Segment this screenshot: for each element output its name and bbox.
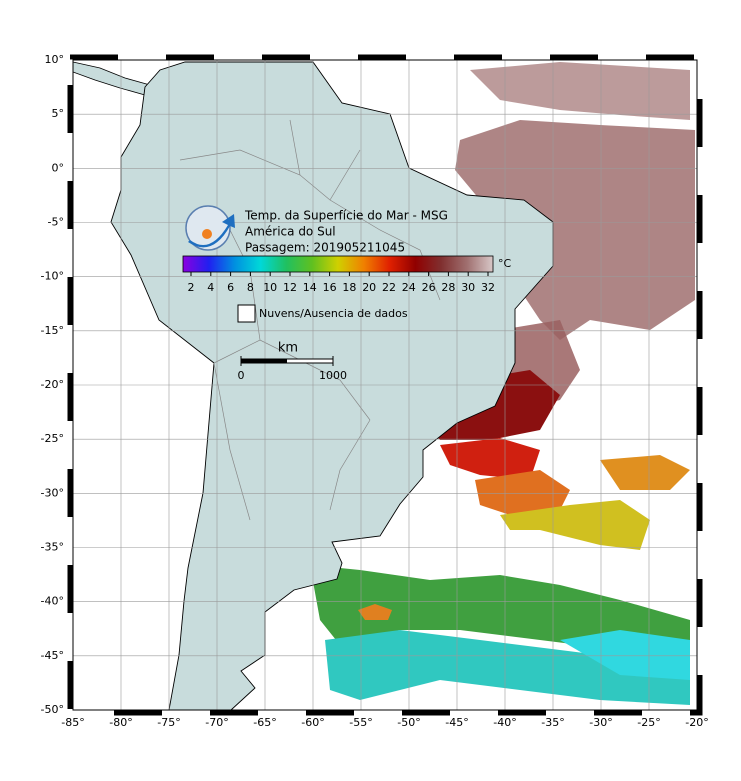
legend-label: Nuvens/Ausencia de dados xyxy=(259,307,408,320)
lon-label: -55° xyxy=(349,716,372,729)
scale-unit: km xyxy=(278,341,298,356)
lon-label: -50° xyxy=(397,716,420,729)
logo-sun xyxy=(202,229,212,239)
lon-label: -80° xyxy=(109,716,132,729)
title: Temp. da Superfície do Mar - MSG xyxy=(244,209,448,223)
lat-label: -25° xyxy=(41,432,64,445)
lon-label: -30° xyxy=(589,716,612,729)
lat-label: -45° xyxy=(41,649,64,662)
lon-label: -25° xyxy=(637,716,660,729)
lat-label: -35° xyxy=(41,541,64,554)
colorbar-tick-label: 12 xyxy=(283,281,297,294)
legend-swatch xyxy=(237,304,256,323)
lat-label: -5° xyxy=(48,216,64,229)
colorbar-tick-label: 14 xyxy=(303,281,317,294)
sst-patch xyxy=(560,630,690,680)
lat-label: -15° xyxy=(41,324,64,337)
colorbar-tick-label: 30 xyxy=(461,281,475,294)
lon-label: -75° xyxy=(157,716,180,729)
lat-label: -20° xyxy=(41,378,64,391)
colorbar-tick-label: 32 xyxy=(481,281,495,294)
scale-tick-label: 0 xyxy=(238,369,245,382)
colorbar-tick-label: 6 xyxy=(227,281,234,294)
frame-border xyxy=(67,54,703,716)
region: América do Sul xyxy=(245,225,336,239)
scale-bar-segment xyxy=(241,359,287,363)
sst-patch xyxy=(470,62,690,120)
sst-layer xyxy=(310,62,695,705)
sst-patch xyxy=(440,438,540,480)
colorbar-tick-label: 28 xyxy=(441,281,455,294)
colorbar-tick-label: 10 xyxy=(263,281,277,294)
colorbar-tick-label: 2 xyxy=(188,281,195,294)
lon-label: -40° xyxy=(493,716,516,729)
sst-patch xyxy=(600,455,690,490)
lat-label: -40° xyxy=(41,595,64,608)
colorbar-tick-label: 8 xyxy=(247,281,254,294)
lat-label: 0° xyxy=(52,161,65,174)
colorbar-tick-label: 18 xyxy=(342,281,356,294)
logo xyxy=(185,205,235,251)
lat-label: 10° xyxy=(45,53,65,66)
sst-patch xyxy=(358,604,392,620)
sst-patch xyxy=(475,470,570,515)
colorbar-unit: °C xyxy=(498,257,512,270)
lon-label: -70° xyxy=(205,716,228,729)
sst-patch xyxy=(455,120,695,340)
lat-label: -30° xyxy=(41,486,64,499)
lon-label: -45° xyxy=(445,716,468,729)
colorbar-tick-label: 4 xyxy=(207,281,214,294)
lat-label: 5° xyxy=(52,107,65,120)
lat-label: -50° xyxy=(41,703,64,716)
colorbar-tick-label: 16 xyxy=(323,281,337,294)
logo-arrow xyxy=(188,214,235,248)
sst-patch xyxy=(500,500,650,550)
lon-label: -20° xyxy=(685,716,708,729)
frame xyxy=(72,59,698,711)
lon-label: -65° xyxy=(253,716,276,729)
colorbar-tick-label: 26 xyxy=(422,281,436,294)
lon-label: -60° xyxy=(301,716,324,729)
sst-patch xyxy=(325,630,690,705)
colorbar xyxy=(182,255,494,273)
pass-time: Passagem: 201905211045 xyxy=(245,241,405,255)
scale-tick-label: 1000 xyxy=(319,369,347,382)
lon-label: -85° xyxy=(61,716,84,729)
lon-label: -35° xyxy=(541,716,564,729)
colorbar-tick-label: 24 xyxy=(402,281,416,294)
labels: -85° -80° -75° -70° -65° -60° -55° -50° -45° -40°… xyxy=(41,53,709,729)
colorbar-tick-label: 20 xyxy=(362,281,376,294)
colorbar-tick-label: 22 xyxy=(382,281,396,294)
lat-label: -10° xyxy=(41,270,64,283)
